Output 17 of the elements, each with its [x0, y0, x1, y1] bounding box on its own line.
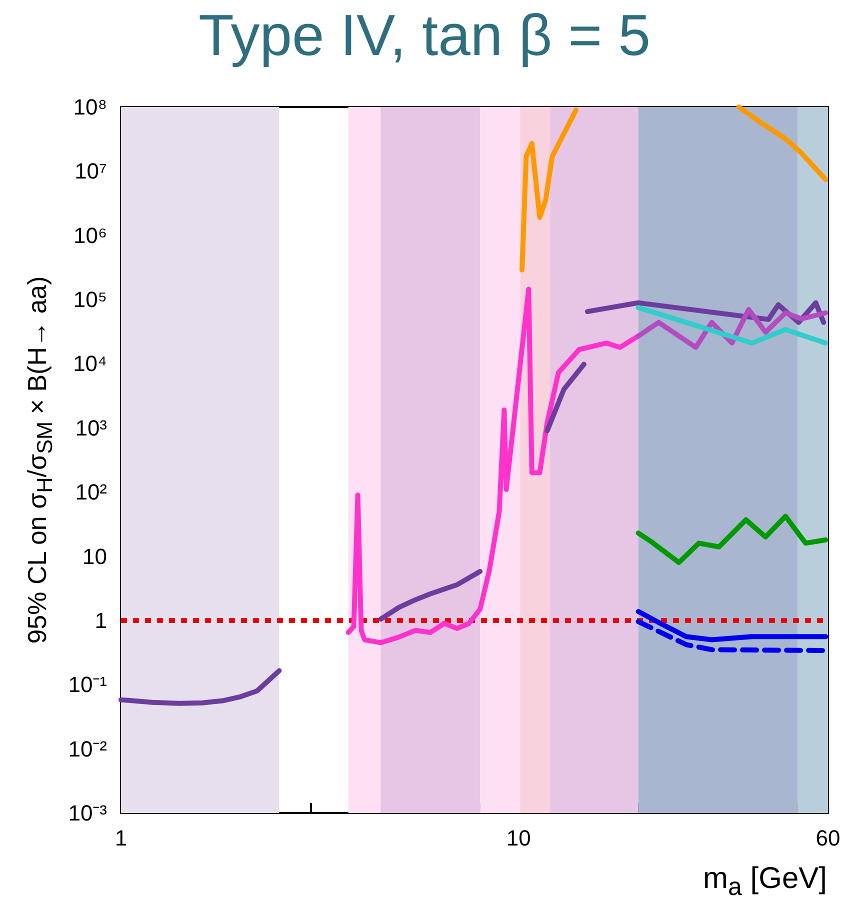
y-tick-label: 10² [75, 480, 107, 505]
y-tick-label: 10³ [75, 415, 107, 440]
y-tick-label: 10⁻² [68, 736, 107, 762]
chart-title: Type IV, tan β = 5 [197, 2, 652, 69]
x-tick-label: 60 [816, 826, 840, 850]
y-tick-label: 10⁵ [73, 287, 107, 312]
y-tick-label: 10⁸ [73, 94, 107, 120]
y-tick-label: 10⁷ [74, 158, 108, 184]
y-tick-label: 10⁻³ [68, 800, 107, 826]
y-tick-label: 10⁴ [73, 351, 107, 376]
y-tick-label: 1 [94, 608, 107, 633]
y-tick-label: 10⁶ [73, 222, 107, 248]
y-tick-label: 10⁻¹ [68, 672, 107, 698]
y-tick-label: 10 [82, 544, 107, 569]
x-tick-label: 10 [506, 826, 531, 850]
x-axis-title: m$_{a}$ [GeV] [703, 862, 827, 902]
x-tick-label: 1 [114, 826, 128, 850]
